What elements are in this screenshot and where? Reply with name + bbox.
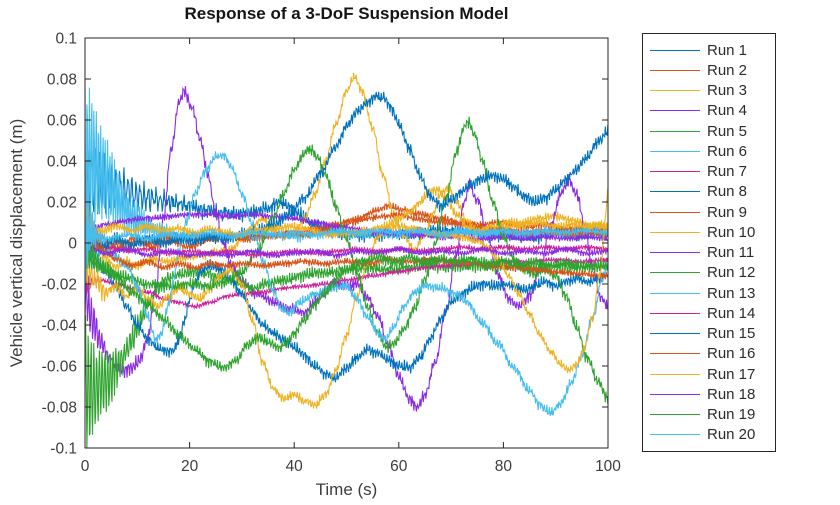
legend-line-swatch [650, 393, 700, 395]
legend-line-swatch [650, 312, 700, 314]
legend-line-swatch [650, 191, 700, 193]
x-tick-label: 20 [181, 458, 199, 475]
series-line-run-20 [85, 172, 608, 285]
series-line-run-10 [85, 186, 608, 410]
legend-item: Run 16 [643, 344, 775, 364]
legend-item-label: Run 19 [707, 406, 756, 424]
legend-item: Run 11 [643, 243, 775, 263]
legend-item: Run 17 [643, 364, 775, 384]
legend-line-swatch [650, 353, 700, 355]
y-tick-label: 0.08 [47, 72, 77, 89]
y-tick-label: -0.1 [50, 441, 77, 458]
y-tick-label: 0.02 [47, 195, 77, 212]
legend-item: Run 8 [643, 182, 775, 202]
y-tick-label: 0 [68, 236, 77, 253]
legend-item-label: Run 6 [707, 142, 748, 160]
legend-line-swatch [650, 90, 700, 92]
legend-item-label: Run 11 [707, 244, 755, 262]
series-line-run-17 [85, 188, 608, 374]
legend-item-label: Run 20 [707, 426, 756, 444]
x-tick-label: 80 [495, 458, 513, 475]
legend-item-label: Run 18 [707, 385, 756, 403]
series-line-run-8 [85, 228, 608, 383]
legend-line-swatch [650, 373, 700, 375]
series-line-run-18 [85, 230, 608, 261]
series-line-run-11 [85, 210, 608, 248]
legend-item: Run 20 [643, 425, 775, 445]
legend-item-label: Run 8 [707, 183, 748, 201]
legend-item: Run 12 [643, 263, 775, 283]
legend-line-swatch [650, 110, 700, 112]
legend-line-swatch [650, 252, 700, 254]
legend-item-label: Run 2 [707, 61, 748, 79]
series-group [85, 73, 608, 448]
legend-item: Run 9 [643, 202, 775, 222]
legend-line-swatch [650, 130, 700, 132]
y-tick-label: 0.06 [47, 113, 77, 130]
legend-line-swatch [650, 171, 700, 173]
legend-item: Run 10 [643, 222, 775, 242]
series-line-run-6 [85, 84, 608, 243]
y-tick-label: 0.04 [47, 154, 78, 171]
legend-item-label: Run 9 [707, 203, 748, 221]
legend-line-swatch [650, 414, 700, 416]
series-line-run-3 [85, 73, 608, 273]
legend-item-label: Run 15 [707, 325, 756, 343]
legend-item-label: Run 13 [707, 284, 756, 302]
legend-item: Run 4 [643, 101, 775, 121]
legend-line-swatch [650, 49, 700, 51]
legend-item-label: Run 12 [707, 264, 756, 282]
legend-item: Run 5 [643, 121, 775, 141]
legend-item-label: Run 16 [707, 345, 756, 363]
series-line-run-16 [85, 212, 608, 280]
legend-item: Run 13 [643, 283, 775, 303]
y-tick-label: -0.06 [42, 359, 77, 376]
legend-line-swatch [650, 272, 700, 274]
legend-line-swatch [650, 231, 700, 233]
legend-item-label: Run 7 [707, 163, 748, 181]
legend-item-label: Run 14 [707, 304, 756, 322]
legend-item: Run 7 [643, 162, 775, 182]
legend-item: Run 6 [643, 141, 775, 161]
legend-item-label: Run 10 [707, 223, 756, 241]
series-line-run-7 [85, 256, 608, 310]
legend-line-swatch [650, 333, 700, 335]
series-line-run-13 [85, 151, 608, 417]
legend-item: Run 18 [643, 384, 775, 404]
legend-line-swatch [650, 292, 700, 294]
x-tick-label: 60 [390, 458, 408, 475]
legend-item-label: Run 5 [707, 122, 748, 140]
legend-item-label: Run 3 [707, 82, 748, 100]
legend-item: Run 14 [643, 303, 775, 323]
legend-line-swatch [650, 434, 700, 436]
x-tick-label: 0 [81, 458, 90, 475]
y-tick-label: 0.1 [55, 31, 77, 48]
legend-item: Run 1 [643, 40, 775, 60]
legend-item: Run 15 [643, 324, 775, 344]
series-line-run-14 [85, 227, 608, 259]
legend-item: Run 2 [643, 60, 775, 80]
legend-item: Run 19 [643, 405, 775, 425]
y-tick-label: -0.08 [42, 400, 77, 417]
legend-line-swatch [650, 69, 700, 71]
legend-item: Run 3 [643, 81, 775, 101]
legend-line-swatch [650, 150, 700, 152]
x-tick-label: 100 [595, 458, 621, 475]
series-line-run-15 [85, 91, 608, 253]
series-line-run-19 [85, 233, 608, 372]
y-axis-label: Vehicle vertical displacement (m) [7, 118, 26, 368]
legend-item-label: Run 4 [707, 102, 748, 120]
y-tick-label: -0.04 [42, 318, 78, 335]
legend-line-swatch [650, 211, 700, 213]
legend-item-label: Run 1 [707, 41, 748, 59]
y-tick-label: -0.02 [42, 277, 77, 294]
chart-title: Response of a 3-DoF Suspension Model [184, 4, 509, 23]
legend: Run 1 Run 2 Run 3 Run 4 Run 5 Run 6 Run 7 Run 8… [642, 33, 776, 452]
x-axis-label: Time (s) [315, 480, 378, 499]
x-tick-label: 40 [286, 458, 304, 475]
legend-item-label: Run 17 [707, 365, 756, 383]
